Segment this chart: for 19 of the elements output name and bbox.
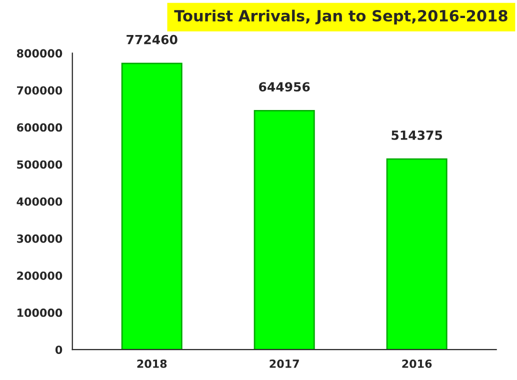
y-tick-label: 300000 xyxy=(17,234,62,243)
x-tick-label: 2017 xyxy=(270,360,299,368)
bar xyxy=(386,158,448,350)
bar xyxy=(254,110,315,350)
y-tick-label: 100000 xyxy=(18,308,62,317)
y-tick-label: 500000 xyxy=(17,160,62,169)
y-tick-label: 600000 xyxy=(16,123,62,132)
y-tick-label: 0 xyxy=(55,346,62,354)
data-label: 644956 xyxy=(259,82,310,92)
bar xyxy=(121,62,182,350)
data-label: 772460 xyxy=(126,34,178,44)
y-tick-label: 700000 xyxy=(17,86,62,95)
y-tick-label: 400000 xyxy=(16,197,62,206)
x-tick-label: 2016 xyxy=(402,360,432,368)
data-label: 514375 xyxy=(392,130,442,140)
chart-title: Tourist Arrivals, Jan to Sept,2016-2018 xyxy=(174,10,508,24)
y-tick-label: 200000 xyxy=(17,271,62,280)
x-tick-label: 2018 xyxy=(137,360,167,368)
y-tick-label: 800000 xyxy=(16,49,62,58)
